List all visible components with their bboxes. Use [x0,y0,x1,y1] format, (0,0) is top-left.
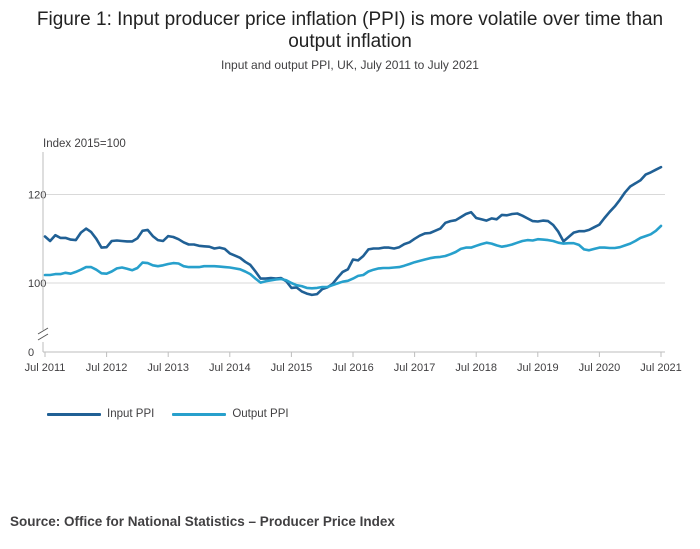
axis-break-mark [37,327,49,335]
legend-swatch-input [47,412,101,416]
x-tick-label: Jul 2011 [25,362,66,374]
x-tick-label: Jul 2019 [517,362,559,374]
y-axis-unit-label: Index 2015=100 [43,138,126,150]
legend: Input PPI Output PPI [47,408,289,420]
chart-title-line-1: Figure 1: Input producer price inflation… [36,9,664,30]
series-lines [43,165,663,297]
series-line-output [43,224,663,290]
legend-item-output[interactable]: Output PPI [172,408,289,420]
y-tick-label: 120 [28,190,46,202]
x-tick-label: Jul 2021 [640,362,682,374]
x-tick-label: Jul 2012 [86,362,128,374]
legend-label-input: Input PPI [107,408,155,420]
series-line-input [43,165,663,297]
x-tick-label: Jul 2014 [209,362,251,374]
chart-subtitle: Input and output PPI, UK, July 2011 to J… [221,58,479,72]
source-note: Source: Office for National Statistics –… [10,514,395,529]
legend-label-output: Output PPI [232,408,289,420]
legend-swatch-output [172,412,227,416]
x-tick-label: Jul 2016 [332,362,374,374]
gridlines [45,194,665,284]
x-tick-label: Jul 2015 [271,362,313,374]
chart-title: Figure 1: Input producer price inflation… [0,9,700,53]
axis-break-mark [37,333,49,341]
x-tick-label: Jul 2013 [147,362,189,374]
line-chart: 0 100 120 Jul 2011 Jul 2012 Jul 2013 Jul 2014 J… [25,138,682,374]
y-tick-label: 100 [28,278,46,290]
x-tick-label: Jul 2018 [455,362,497,374]
x-tick-label: Jul 2017 [394,362,436,374]
x-tick-label: Jul 2020 [579,362,621,374]
legend-item-input[interactable]: Input PPI [47,408,154,420]
axes: 0 100 120 Jul 2011 Jul 2012 Jul 2013 Jul 2014 J… [25,152,682,374]
chart-title-line-2: output inflation [288,31,412,52]
y-tick-label: 0 [28,347,34,359]
